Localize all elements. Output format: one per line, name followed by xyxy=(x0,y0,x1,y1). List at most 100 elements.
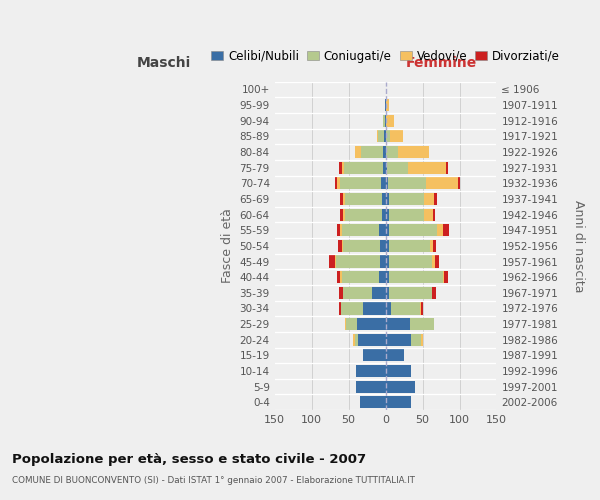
Bar xyxy=(379,224,386,236)
Bar xyxy=(389,256,432,268)
Bar xyxy=(386,256,389,268)
Bar xyxy=(390,130,403,142)
Bar xyxy=(458,177,460,190)
Bar xyxy=(388,177,426,190)
Bar xyxy=(383,114,385,127)
Bar xyxy=(378,130,384,142)
Bar xyxy=(432,286,436,299)
Bar xyxy=(386,193,389,205)
Bar xyxy=(386,286,389,299)
Bar xyxy=(339,302,341,314)
Text: Popolazione per età, sesso e stato civile - 2007: Popolazione per età, sesso e stato civil… xyxy=(12,452,366,466)
Bar xyxy=(421,302,423,314)
Bar xyxy=(398,146,429,158)
Legend: Celibi/Nubili, Coniugati/e, Vedovi/e, Divorziati/e: Celibi/Nubili, Coniugati/e, Vedovi/e, Di… xyxy=(207,45,565,68)
Text: Maschi: Maschi xyxy=(137,56,191,70)
Bar xyxy=(343,286,372,299)
Bar xyxy=(359,396,386,408)
Bar xyxy=(444,271,448,283)
Bar xyxy=(386,146,398,158)
Bar xyxy=(433,208,435,220)
Y-axis label: Anni di nascita: Anni di nascita xyxy=(572,200,585,292)
Bar xyxy=(386,271,389,283)
Bar xyxy=(435,256,439,268)
Bar xyxy=(386,380,415,393)
Bar xyxy=(340,177,381,190)
Bar xyxy=(343,240,380,252)
Bar xyxy=(389,286,432,299)
Bar xyxy=(377,130,378,142)
Bar xyxy=(386,162,387,174)
Bar xyxy=(383,146,386,158)
Bar xyxy=(385,99,386,111)
Bar xyxy=(343,193,345,205)
Bar xyxy=(424,193,434,205)
Y-axis label: Fasce di età: Fasce di età xyxy=(221,208,234,284)
Bar xyxy=(386,224,389,236)
Bar xyxy=(337,224,340,236)
Bar xyxy=(345,318,346,330)
Bar xyxy=(421,334,422,346)
Bar xyxy=(339,162,342,174)
Bar xyxy=(340,224,342,236)
Bar xyxy=(410,318,434,330)
Bar xyxy=(386,365,412,377)
Bar xyxy=(434,193,437,205)
Bar xyxy=(361,146,383,158)
Bar xyxy=(389,240,430,252)
Bar xyxy=(355,334,358,346)
Bar xyxy=(430,240,433,252)
Bar xyxy=(437,224,443,236)
Bar xyxy=(389,224,437,236)
Bar xyxy=(356,380,386,393)
Bar xyxy=(380,240,386,252)
Bar xyxy=(419,302,421,314)
Bar xyxy=(443,224,449,236)
Bar xyxy=(379,271,386,283)
Bar xyxy=(424,208,433,220)
Bar xyxy=(389,271,443,283)
Bar xyxy=(343,208,345,220)
Bar xyxy=(340,208,343,220)
Bar xyxy=(412,334,421,346)
Text: COMUNE DI BUONCONVENTO (SI) - Dati ISTAT 1° gennaio 2007 - Elaborazione TUTTITAL: COMUNE DI BUONCONVENTO (SI) - Dati ISTAT… xyxy=(12,476,415,485)
Bar xyxy=(340,271,342,283)
Bar xyxy=(337,271,340,283)
Bar xyxy=(383,162,386,174)
Bar xyxy=(356,365,386,377)
Bar xyxy=(353,334,355,346)
Bar xyxy=(337,177,340,190)
Bar xyxy=(341,302,364,314)
Bar xyxy=(382,193,386,205)
Bar xyxy=(339,286,343,299)
Bar xyxy=(389,193,424,205)
Bar xyxy=(346,318,358,330)
Bar xyxy=(443,271,444,283)
Bar xyxy=(342,224,379,236)
Bar xyxy=(329,256,335,268)
Bar xyxy=(358,334,386,346)
Bar xyxy=(387,162,408,174)
Bar xyxy=(426,177,458,190)
Bar xyxy=(391,302,419,314)
Bar xyxy=(364,302,386,314)
Bar xyxy=(381,177,386,190)
Bar xyxy=(355,146,361,158)
Bar xyxy=(342,240,343,252)
Bar xyxy=(340,193,343,205)
Bar xyxy=(345,193,382,205)
Bar xyxy=(386,396,412,408)
Bar xyxy=(432,256,435,268)
Bar xyxy=(386,334,412,346)
Bar xyxy=(386,208,389,220)
Bar xyxy=(446,162,448,174)
Bar xyxy=(384,130,386,142)
Bar xyxy=(380,256,386,268)
Bar xyxy=(382,208,386,220)
Bar xyxy=(386,350,404,362)
Bar xyxy=(386,114,394,127)
Bar xyxy=(385,114,386,127)
Bar xyxy=(335,256,336,268)
Bar xyxy=(358,318,386,330)
Bar xyxy=(386,240,389,252)
